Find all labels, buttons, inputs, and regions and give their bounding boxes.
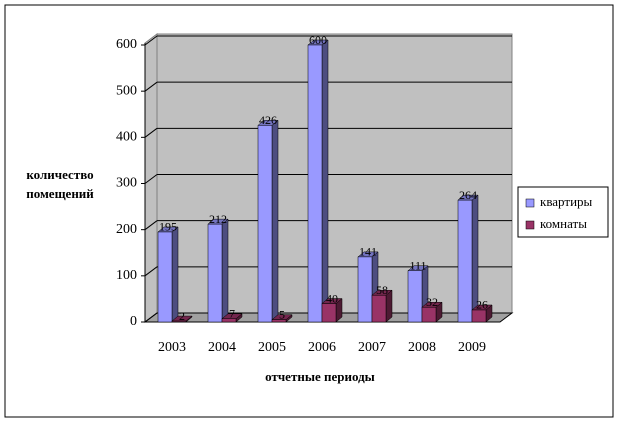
bar bbox=[257, 125, 273, 323]
data-label: 212 bbox=[209, 212, 227, 226]
x-tick-label: 2003 bbox=[158, 340, 186, 355]
y-tick-label: 500 bbox=[116, 83, 137, 98]
grid-line bbox=[144, 81, 158, 92]
bar bbox=[271, 319, 287, 323]
bar bbox=[221, 318, 237, 323]
data-label: 2 bbox=[179, 309, 185, 323]
bar bbox=[307, 44, 323, 323]
x-tick-label: 2007 bbox=[358, 340, 386, 355]
bar bbox=[171, 320, 187, 323]
x-axis-label: отчетные периоды bbox=[265, 369, 375, 384]
x-tick-label: 2005 bbox=[258, 340, 286, 355]
grid-line bbox=[144, 266, 158, 277]
y-tick-label: 600 bbox=[116, 37, 137, 52]
bar bbox=[471, 309, 487, 323]
data-label: 111 bbox=[409, 259, 426, 273]
data-label: 26 bbox=[476, 298, 488, 312]
y-tick-label: 100 bbox=[116, 268, 137, 283]
legend-swatch bbox=[525, 198, 535, 208]
bar bbox=[357, 256, 373, 323]
legend-label: квартиры bbox=[540, 194, 593, 209]
y-tick-label: 200 bbox=[116, 222, 137, 237]
bar bbox=[321, 303, 337, 323]
x-tick-label: 2004 bbox=[208, 340, 236, 355]
grid-line bbox=[144, 35, 158, 46]
legend-label: комнаты bbox=[540, 216, 587, 231]
side-wall bbox=[144, 33, 158, 323]
bar-side bbox=[271, 119, 279, 323]
data-label: 5 bbox=[279, 307, 285, 321]
data-label: 7 bbox=[229, 307, 235, 321]
bar-side bbox=[221, 218, 229, 323]
y-tick-label: 400 bbox=[116, 130, 137, 145]
data-label: 195 bbox=[159, 220, 177, 234]
grid-line bbox=[144, 127, 158, 138]
data-label: 600 bbox=[309, 33, 327, 47]
x-tick-label: 2006 bbox=[308, 340, 336, 355]
y-tick-label: 300 bbox=[116, 176, 137, 191]
data-label: 40 bbox=[326, 291, 338, 305]
legend-swatch bbox=[525, 220, 535, 230]
bar bbox=[421, 306, 437, 323]
bar-side bbox=[321, 39, 329, 323]
data-label: 32 bbox=[426, 295, 438, 309]
bar bbox=[457, 199, 473, 323]
data-label: 141 bbox=[359, 245, 377, 259]
bar-side bbox=[171, 226, 179, 323]
grid-line bbox=[144, 174, 158, 184]
grid-line bbox=[144, 220, 158, 231]
y-axis-label: количество bbox=[26, 167, 93, 182]
grid-line bbox=[144, 312, 158, 323]
y-tick-label: 0 bbox=[130, 314, 137, 329]
bar bbox=[407, 270, 423, 323]
bar bbox=[157, 231, 173, 323]
x-tick-label: 2009 bbox=[458, 340, 486, 355]
bar bbox=[371, 294, 387, 323]
x-tick-label: 2008 bbox=[408, 340, 436, 355]
data-label: 264 bbox=[459, 188, 477, 202]
data-label: 58 bbox=[376, 283, 388, 297]
y-axis-label: помещений bbox=[26, 186, 94, 201]
data-label: 426 bbox=[259, 113, 277, 127]
bar bbox=[207, 223, 223, 323]
